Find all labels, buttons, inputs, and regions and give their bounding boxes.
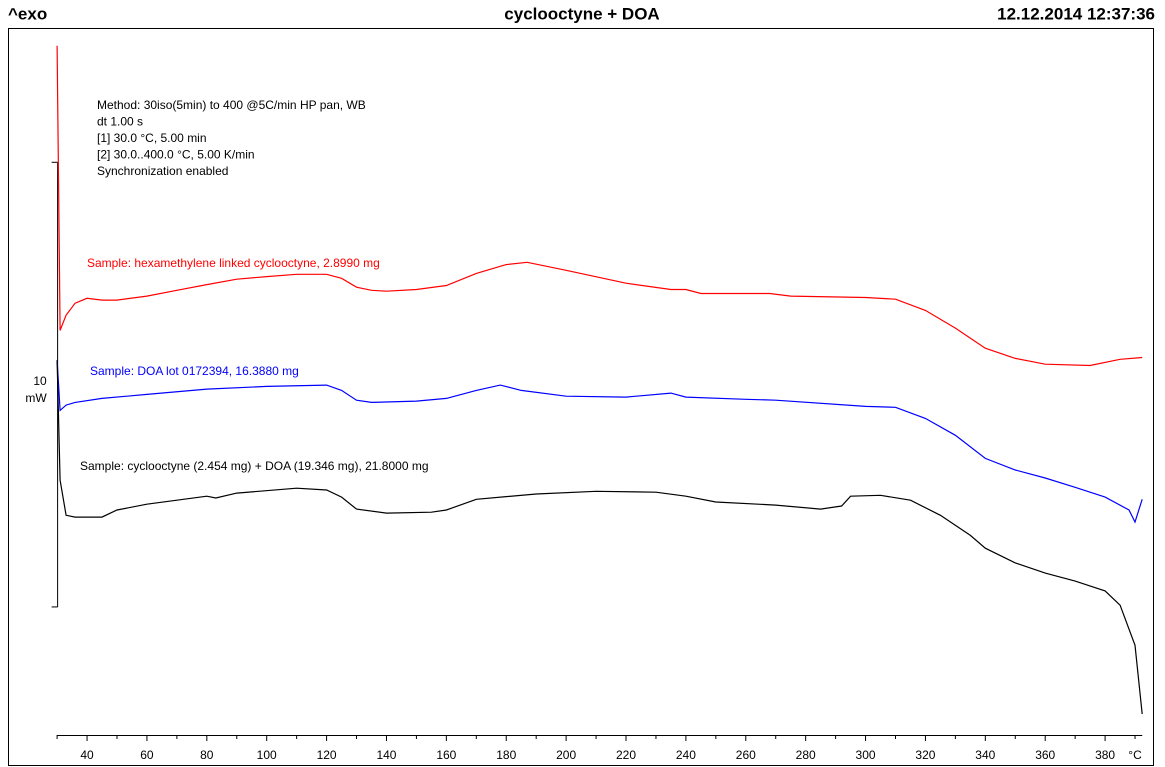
series-label: Sample: DOA lot 0172394, 16.3880 mg — [90, 364, 299, 378]
series-line — [56, 360, 1143, 524]
scale-bar-unit: mW — [25, 391, 47, 405]
frame — [8, 28, 1154, 766]
header-right: 12.12.2014 12:37:36 — [997, 4, 1155, 23]
series-line — [56, 360, 1143, 715]
x-tick-label: 360 — [1035, 748, 1055, 762]
x-tick-label: 160 — [436, 748, 456, 762]
scale-bar-value: 10 — [33, 374, 47, 388]
x-tick-label: 100 — [257, 748, 277, 762]
x-tick-label: 60 — [140, 748, 154, 762]
x-tick-label: 80 — [200, 748, 214, 762]
x-tick-label: 280 — [796, 748, 816, 762]
x-tick-label: 220 — [616, 748, 636, 762]
x-tick-label: 200 — [556, 748, 576, 762]
method-text: dt 1.00 s — [97, 115, 143, 129]
header-left: ^exo — [8, 4, 47, 23]
x-tick-label: 300 — [856, 748, 876, 762]
x-tick-label: 380 — [1095, 748, 1115, 762]
x-tick-label: 120 — [317, 748, 337, 762]
x-tick-label: 140 — [376, 748, 396, 762]
chart-title: cyclooctyne + DOA — [504, 4, 659, 23]
x-axis-label: °C — [1128, 748, 1142, 762]
x-tick-label: 260 — [736, 748, 756, 762]
method-text: [1] 30.0 °C, 5.00 min — [97, 131, 207, 145]
method-text: Method: 30iso(5min) to 400 @5C/min HP pa… — [97, 98, 366, 112]
method-text: Synchronization enabled — [97, 164, 228, 178]
series-line — [56, 45, 1143, 367]
series-label: Sample: cyclooctyne (2.454 mg) + DOA (19… — [80, 459, 429, 473]
method-text: [2] 30.0..400.0 °C, 5.00 K/min — [97, 148, 255, 162]
x-tick-label: 180 — [496, 748, 516, 762]
x-tick-label: 320 — [915, 748, 935, 762]
x-tick-label: 340 — [975, 748, 995, 762]
series-label: Sample: hexamethylene linked cyclooctyne… — [87, 256, 380, 270]
x-tick-label: 240 — [676, 748, 696, 762]
x-tick-label: 40 — [80, 748, 94, 762]
